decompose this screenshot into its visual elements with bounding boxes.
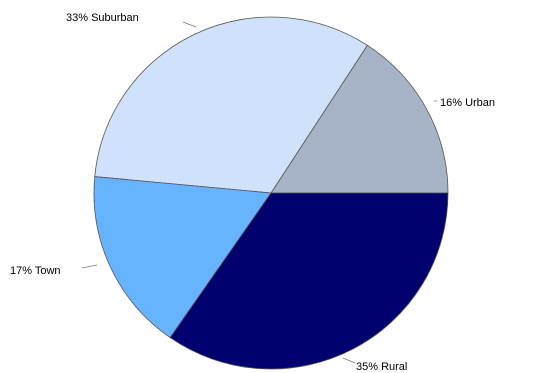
pie-label-urban: 16% Urban — [440, 97, 495, 109]
pie-label-suburban: 33% Suburban — [66, 12, 139, 24]
pie-slice-suburban — [94, 16, 368, 194]
leader-line-rural — [342, 357, 356, 364]
pie-labels: 16% Urban 33% Suburban 17% Town 35% Rural — [10, 12, 495, 373]
leader-line-suburban — [182, 21, 197, 28]
leader-line-town — [81, 264, 98, 269]
pie-slice-rural — [169, 192, 449, 370]
pie-slice-urban — [270, 44, 449, 194]
pie-slices — [93, 16, 449, 370]
pie-slice-town — [93, 176, 272, 339]
pie-label-town: 17% Town — [10, 265, 61, 277]
pie-label-rural: 35% Rural — [356, 361, 407, 373]
pie-leader-lines — [81, 21, 437, 364]
